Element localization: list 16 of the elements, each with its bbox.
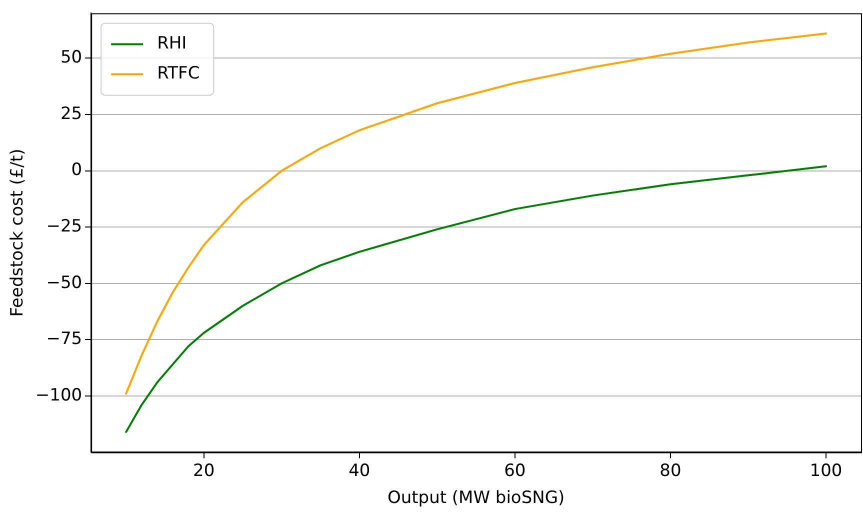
y-tick-label: −75: [46, 329, 82, 350]
y-tick-label: 50: [60, 48, 82, 68]
x-axis-title: Output (MW bioSNG): [387, 488, 565, 508]
x-tick-label: 100: [810, 460, 842, 481]
y-axis-title: Feedstock cost (£/t): [8, 148, 28, 317]
x-tick-label: 60: [504, 460, 526, 481]
x-tick-label: 80: [660, 460, 682, 481]
x-tick-label: 20: [193, 460, 215, 481]
legend-label: RHI: [157, 34, 187, 54]
y-tick-label: 0: [71, 160, 82, 180]
legend-label: RTFC: [157, 64, 200, 84]
y-tick-label: −100: [35, 385, 82, 406]
y-tick-label: −25: [46, 216, 82, 236]
x-tick-label: 40: [348, 460, 370, 481]
y-tick-label: −50: [46, 272, 82, 293]
y-tick-label: 25: [60, 104, 82, 124]
